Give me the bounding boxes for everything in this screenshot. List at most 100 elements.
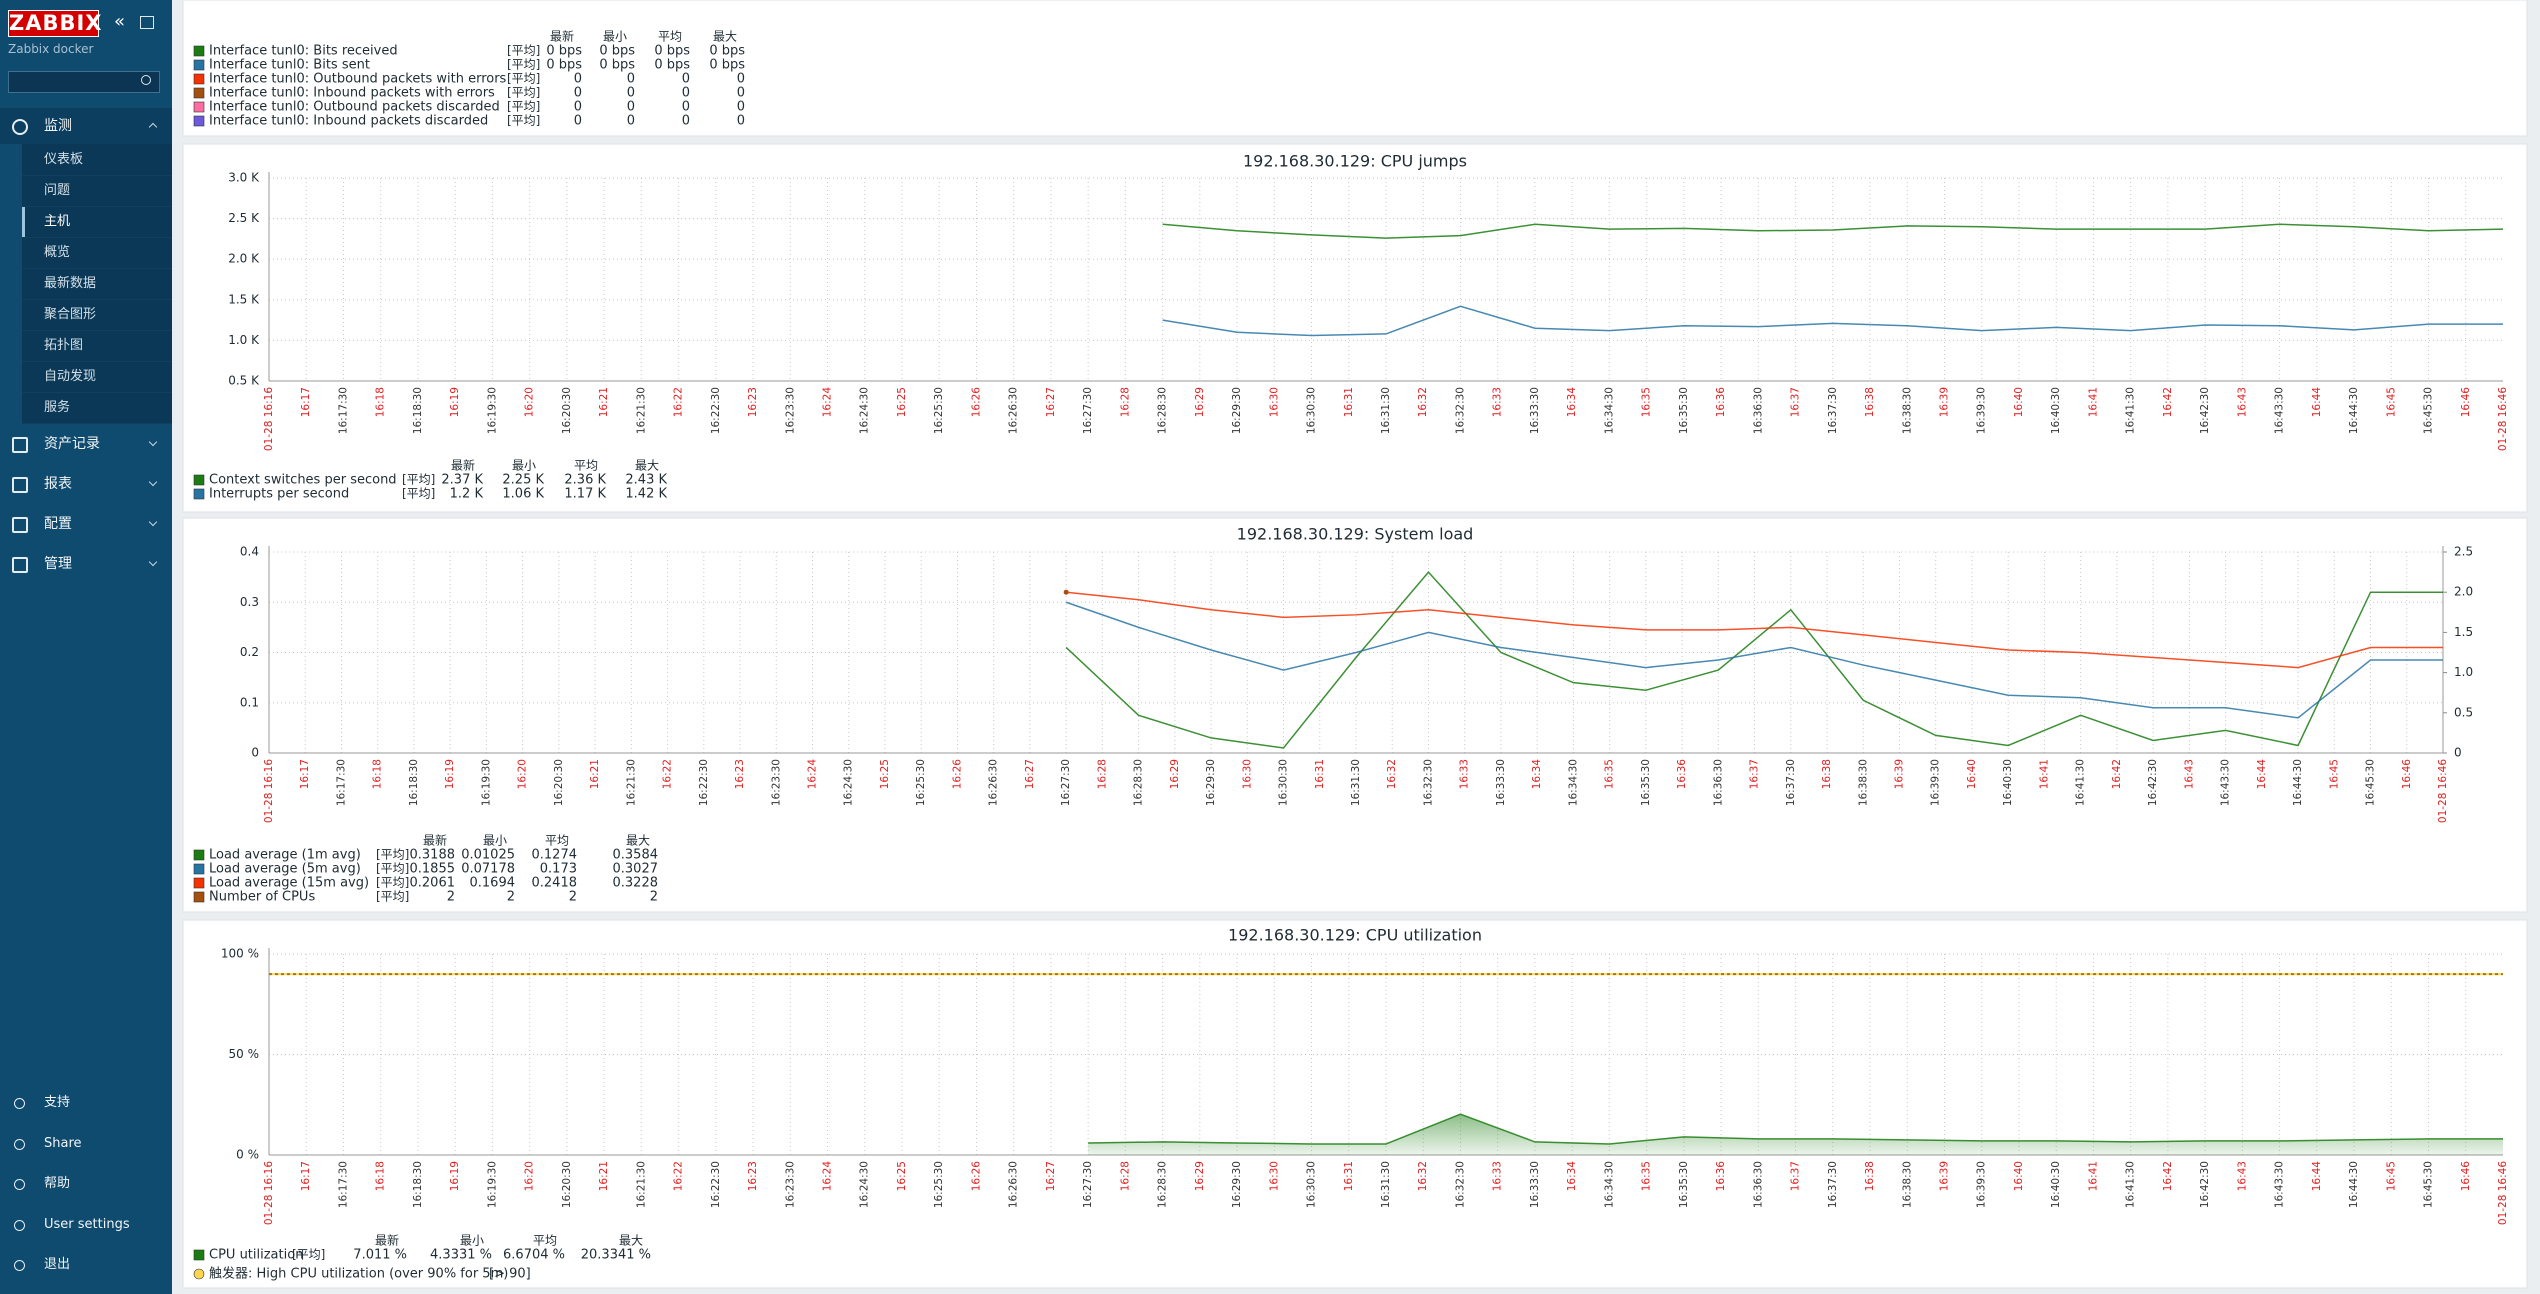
x-tick-label: 16:22:30: [698, 759, 710, 806]
submenu-item[interactable]: 聚合图形: [44, 307, 97, 322]
footer-item[interactable]: 退出: [44, 1257, 71, 1272]
footer-item[interactable]: User settings: [44, 1216, 130, 1232]
kiosk-button[interactable]: [140, 16, 154, 29]
legend-value: 0 bps: [599, 44, 635, 59]
submenu-separator: [22, 361, 172, 362]
legend-header: 平均: [574, 459, 598, 473]
legend-value: 1.2 K: [450, 487, 484, 502]
x-tick-label: 16:17: [299, 759, 311, 789]
x-tick-label: 01-28 16:16: [263, 1161, 275, 1225]
graph-title: 192.168.30.129: CPU utilization: [1228, 926, 1482, 945]
legend-function: [平均]: [402, 473, 435, 487]
x-tick-label: 16:27: [1045, 387, 1057, 417]
y-tick-label: 3.0 K: [228, 171, 260, 185]
graph-title: 192.168.30.129: CPU jumps: [1243, 152, 1467, 171]
legend-value: 0: [574, 86, 582, 101]
graph-panel: [182, 143, 2528, 513]
legend-function: [平均]: [507, 58, 540, 72]
y-tick-label: 0.1: [240, 695, 259, 709]
legend-value: 0 bps: [546, 58, 582, 73]
x-tick-label: 16:43: [2236, 1161, 2248, 1191]
footer-icon: [14, 1179, 25, 1190]
submenu-bg: [22, 144, 172, 424]
collapse-button[interactable]: «: [114, 11, 126, 32]
submenu-item[interactable]: 主机: [44, 214, 71, 229]
menu-item[interactable]: 资产记录: [44, 436, 100, 452]
x-tick-label: 16:43:30: [2274, 1161, 2286, 1208]
legend-value: 0 bps: [654, 58, 690, 73]
submenu-item[interactable]: 仪表板: [44, 152, 84, 167]
x-tick-label: 16:35: [1641, 387, 1653, 417]
legend-value: 0 bps: [709, 58, 745, 73]
x-tick-label: 16:37:30: [1827, 387, 1839, 434]
y-tick-label: 1.0 K: [228, 333, 260, 347]
legend-function: [平均]: [507, 44, 540, 58]
menu-item[interactable]: 管理: [44, 556, 72, 572]
x-tick-label: 16:36:30: [1752, 1161, 1764, 1208]
legend-name: Load average (1m avg): [209, 848, 361, 863]
menu-item[interactable]: 报表: [44, 476, 72, 492]
x-tick-label: 16:29:30: [1231, 1161, 1243, 1208]
submenu-item[interactable]: 自动发现: [44, 369, 97, 384]
menu-item[interactable]: 配置: [44, 516, 72, 532]
search-box[interactable]: [8, 71, 160, 93]
x-tick-label: 16:19:30: [486, 387, 498, 434]
x-tick-label: 16:34: [1566, 387, 1578, 418]
submenu-item[interactable]: 最新数据: [44, 276, 97, 291]
legend-color: [193, 488, 205, 500]
submenu-item[interactable]: 概览: [44, 245, 71, 260]
logo[interactable]: ZABBIX: [8, 10, 103, 37]
series-line: [1066, 591, 2443, 669]
legend-color: [193, 115, 205, 127]
trigger-legend-icon: [193, 1268, 205, 1280]
x-tick-label: 16:23: [734, 759, 746, 789]
menu-item[interactable]: 监测: [44, 118, 72, 134]
x-tick-label: 16:26:30: [1008, 387, 1020, 434]
menu-chevron: [148, 517, 158, 527]
submenu-item[interactable]: 拓扑图: [44, 338, 84, 353]
legend-header: 平均: [658, 30, 682, 44]
x-tick-label: 16:38: [1864, 387, 1876, 417]
legend-value: 0 bps: [546, 44, 582, 59]
x-tick-label: 16:29: [1194, 387, 1206, 417]
submenu-item[interactable]: 服务: [44, 400, 71, 415]
footer-item[interactable]: 帮助: [44, 1176, 71, 1191]
submenu-item[interactable]: 问题: [44, 183, 71, 198]
x-tick-label: 16:42: [2162, 1161, 2174, 1191]
y-tick-label: 2.0 K: [228, 252, 260, 266]
legend-value: 0.01025: [461, 848, 515, 863]
x-tick-label: 16:32:30: [1454, 1161, 1466, 1208]
x-tick-label: 16:43:30: [2274, 387, 2286, 434]
menu-icon: [12, 477, 28, 493]
x-tick-label: 16:22: [662, 759, 674, 789]
search-icon[interactable]: [141, 75, 151, 85]
y-tick-label: 0.2: [240, 645, 259, 659]
x-tick-label: 16:32: [1417, 387, 1429, 417]
x-tick-label: 16:30: [1241, 759, 1253, 789]
legend-value: 0.1855: [410, 862, 456, 877]
x-tick-label: 16:46: [2401, 759, 2413, 790]
footer-item[interactable]: Share: [44, 1135, 82, 1151]
legend-name: Interface tunl0: Outbound packets discar…: [209, 100, 500, 115]
x-tick-label: 16:24:30: [859, 1161, 871, 1208]
legend-value: 1.17 K: [564, 487, 606, 502]
x-tick-label: 16:20: [524, 1161, 536, 1191]
x-tick-label: 16:24: [807, 759, 819, 790]
legend-header: 最大: [635, 459, 659, 473]
x-tick-label: 16:44: [2311, 387, 2323, 418]
legend-name: Load average (5m avg): [209, 862, 361, 877]
legend-value: 2: [650, 890, 658, 905]
x-tick-label: 16:19: [444, 759, 456, 789]
legend-header: 最小: [460, 1234, 484, 1248]
x-tick-label: 16:44: [2256, 759, 2268, 790]
x-tick-label: 16:29:30: [1231, 387, 1243, 434]
x-tick-label: 16:32:30: [1422, 759, 1434, 806]
x-tick-label: 16:26:30: [988, 759, 1000, 806]
x-tick-label: 01-28 16:46: [2497, 387, 2509, 451]
legend-name: Context switches per second: [209, 473, 397, 488]
footer-item[interactable]: 支持: [44, 1095, 71, 1110]
x-tick-label: 16:33:30: [1495, 759, 1507, 806]
x-tick-label: 16:24: [822, 1161, 834, 1192]
x-tick-label: 16:25:30: [933, 1161, 945, 1208]
